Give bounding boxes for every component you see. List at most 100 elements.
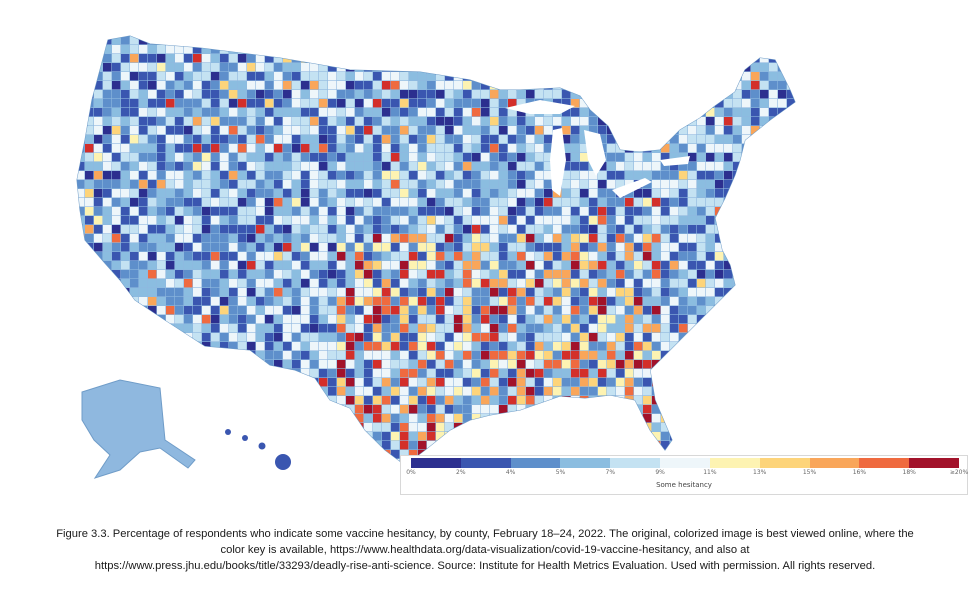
county-cell [166,135,175,144]
county-cell [589,405,598,414]
legend-tick-label: 13% [753,469,767,476]
county-cell [490,243,499,252]
county-cell [724,189,733,198]
county-cell [580,315,589,324]
county-cell [283,369,292,378]
county-cell [265,108,274,117]
county-cell [733,441,742,450]
county-cell [679,351,688,360]
county-cell [454,108,463,117]
county-cell [706,216,715,225]
county-cell [121,63,130,72]
county-cell [193,243,202,252]
county-cell [418,189,427,198]
county-cell [103,207,112,216]
county-cell [328,369,337,378]
county-cell [562,252,571,261]
county-cell [697,297,706,306]
county-cell [544,54,553,63]
county-cell [130,369,139,378]
county-cell [544,333,553,342]
county-cell [526,135,535,144]
county-cell [688,405,697,414]
county-cell [661,135,670,144]
county-cell [382,405,391,414]
county-cell [598,225,607,234]
county-cell [77,279,85,288]
county-cell [247,144,256,153]
county-cell [436,324,445,333]
county-cell [139,252,148,261]
county-cell [436,387,445,396]
county-cell [292,324,301,333]
county-cell [742,63,751,72]
county-cell [751,180,760,189]
county-cell [166,279,175,288]
county-cell [724,117,733,126]
county-cell [94,351,103,360]
county-cell [265,207,274,216]
county-cell [661,144,670,153]
county-cell [112,72,121,81]
county-cell [796,162,804,170]
county-cell [742,315,751,324]
county-cell [175,162,184,171]
county-cell [472,207,481,216]
county-cell [103,252,112,261]
county-cell [544,144,553,153]
county-cell [157,324,166,333]
county-cell [508,369,517,378]
county-cell [562,72,571,81]
county-cell [319,270,328,279]
county-cell [508,126,517,135]
county-cell [724,126,733,135]
county-cell [517,216,526,225]
county-cell [436,378,445,387]
county-cell [454,414,463,423]
county-cell [544,162,553,171]
county-cell [328,198,337,207]
county-cell [490,180,499,189]
county-cell [319,441,328,450]
county-cell [328,342,337,351]
county-cell [589,342,598,351]
county-cell [112,306,121,315]
county-cell [85,207,94,216]
county-cell [292,351,301,360]
county-cell [454,171,463,180]
county-cell [418,216,427,225]
county-cell [382,414,391,423]
county-cell [517,405,526,414]
county-cell [544,207,553,216]
county-cell [85,216,94,225]
county-cell [463,288,472,297]
county-cell [265,252,274,261]
county-cell [787,441,795,450]
county-cell [355,99,364,108]
county-cell [238,63,247,72]
county-cell [310,414,319,423]
county-cell [679,270,688,279]
county-cell [481,180,490,189]
county-cell [454,54,463,63]
county-cell [535,225,544,234]
county-cell [121,234,130,243]
county-cell [535,306,544,315]
county-cell [778,198,787,207]
county-cell [337,369,346,378]
county-cell [427,423,436,432]
county-cell [94,243,103,252]
county-cell [184,189,193,198]
county-cell [328,54,337,63]
county-cell [787,90,795,99]
county-cell [139,261,148,270]
color-legend: 0% 2% 4% 5% 7% 9% 11% 13% 15% 16% 18% ≥20% Some hesi… [400,455,968,495]
county-cell [787,72,795,81]
county-cell [256,45,265,54]
county-cell [436,153,445,162]
county-cell [742,225,751,234]
county-cell [265,360,274,369]
county-cell [382,99,391,108]
county-cell [535,270,544,279]
county-cell [283,90,292,99]
